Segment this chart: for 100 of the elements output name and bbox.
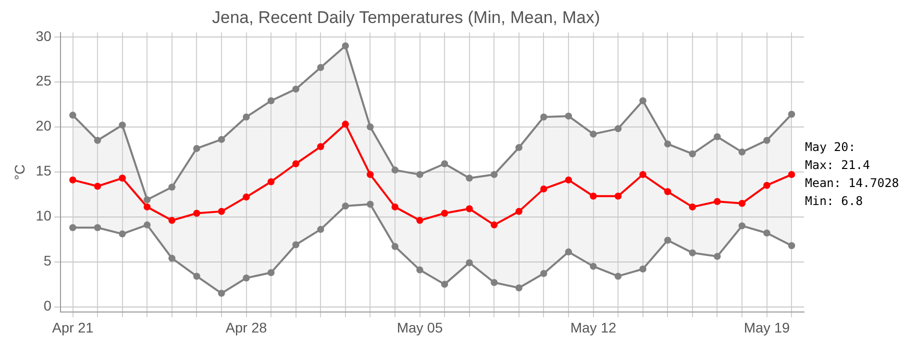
point: [366, 123, 374, 130]
point: [590, 130, 597, 138]
point: [590, 192, 597, 200]
point: [94, 224, 102, 232]
point: [466, 174, 473, 182]
y-tick-label: 10: [36, 208, 52, 224]
point: [144, 203, 151, 210]
point: [738, 200, 746, 207]
point: [416, 171, 424, 178]
point: [392, 203, 399, 210]
point: [763, 182, 770, 189]
point: [540, 113, 548, 120]
chart-title: Jena, Recent Daily Temperatures (Min, Mean, Max): [212, 8, 600, 27]
point: [268, 97, 275, 104]
y-tick-label: 30: [36, 28, 52, 44]
point: [366, 200, 374, 208]
point: [193, 210, 200, 217]
point: [466, 205, 473, 212]
y-tick-label: 25: [36, 72, 52, 89]
point: [317, 226, 324, 233]
point: [639, 266, 646, 273]
point: [441, 280, 448, 288]
point: [118, 230, 126, 238]
point: [714, 198, 721, 206]
point: [490, 221, 498, 228]
point: [441, 210, 448, 217]
point: [639, 171, 646, 178]
point: [714, 133, 721, 140]
point: [168, 216, 176, 224]
point: [168, 254, 176, 262]
text: Mean: 14.7028: [805, 175, 899, 192]
point: [763, 230, 770, 237]
point: [688, 150, 696, 158]
point: [218, 290, 225, 297]
y-tick-label: 5: [44, 252, 52, 269]
point: [392, 243, 399, 250]
point: [193, 144, 200, 152]
point: [317, 64, 324, 71]
point: [664, 188, 672, 196]
point: [69, 176, 76, 184]
point: [788, 242, 796, 250]
point: [292, 160, 300, 168]
point: [94, 182, 102, 190]
point: [292, 86, 300, 93]
point: [366, 171, 374, 178]
point: [688, 249, 696, 256]
point: [441, 160, 448, 168]
point: [738, 222, 746, 230]
point: [515, 208, 522, 215]
point: [69, 224, 76, 232]
point: [664, 236, 672, 244]
point: [144, 221, 151, 228]
point: [242, 113, 250, 120]
point: [614, 125, 622, 132]
point: [664, 140, 672, 148]
point: [416, 216, 424, 224]
point: [590, 262, 597, 270]
point: [342, 202, 349, 210]
point: [268, 178, 275, 186]
point: [466, 259, 473, 266]
point: [342, 42, 349, 50]
point: [118, 174, 126, 182]
point: [193, 272, 200, 280]
point: [540, 185, 548, 192]
y-tick-label: 20: [36, 118, 52, 134]
point: [688, 203, 696, 210]
x-tick-label: Apr 21: [52, 319, 94, 336]
point: [565, 176, 572, 184]
x-tick-label: May 12: [570, 319, 616, 336]
text: Max: 21.4: [805, 157, 872, 174]
x-tick-label: Apr 28: [226, 319, 268, 336]
point: [292, 241, 300, 248]
point: [69, 112, 76, 119]
point: [788, 110, 796, 118]
point: [94, 136, 102, 144]
point: [242, 194, 250, 201]
point: [242, 274, 250, 282]
y-axis-title: °C: [11, 164, 28, 180]
point: [565, 112, 572, 120]
point: [614, 192, 622, 200]
point: [144, 196, 151, 204]
point: [342, 120, 349, 128]
point: [763, 136, 770, 144]
point: [540, 270, 548, 278]
x-tick-label: May 05: [396, 319, 443, 336]
point: [490, 279, 498, 286]
text: Min: 6.8: [805, 193, 864, 210]
point: [614, 272, 622, 280]
point: [416, 266, 424, 274]
point: [490, 171, 498, 178]
y-tick-label: 0: [44, 298, 52, 314]
point: [218, 136, 225, 143]
point: [268, 269, 275, 276]
point: [788, 171, 796, 178]
point: [515, 144, 522, 152]
point: [515, 284, 522, 292]
point: [168, 184, 176, 191]
point: [118, 122, 126, 129]
text: May 20:: [805, 139, 857, 156]
point: [392, 166, 399, 174]
